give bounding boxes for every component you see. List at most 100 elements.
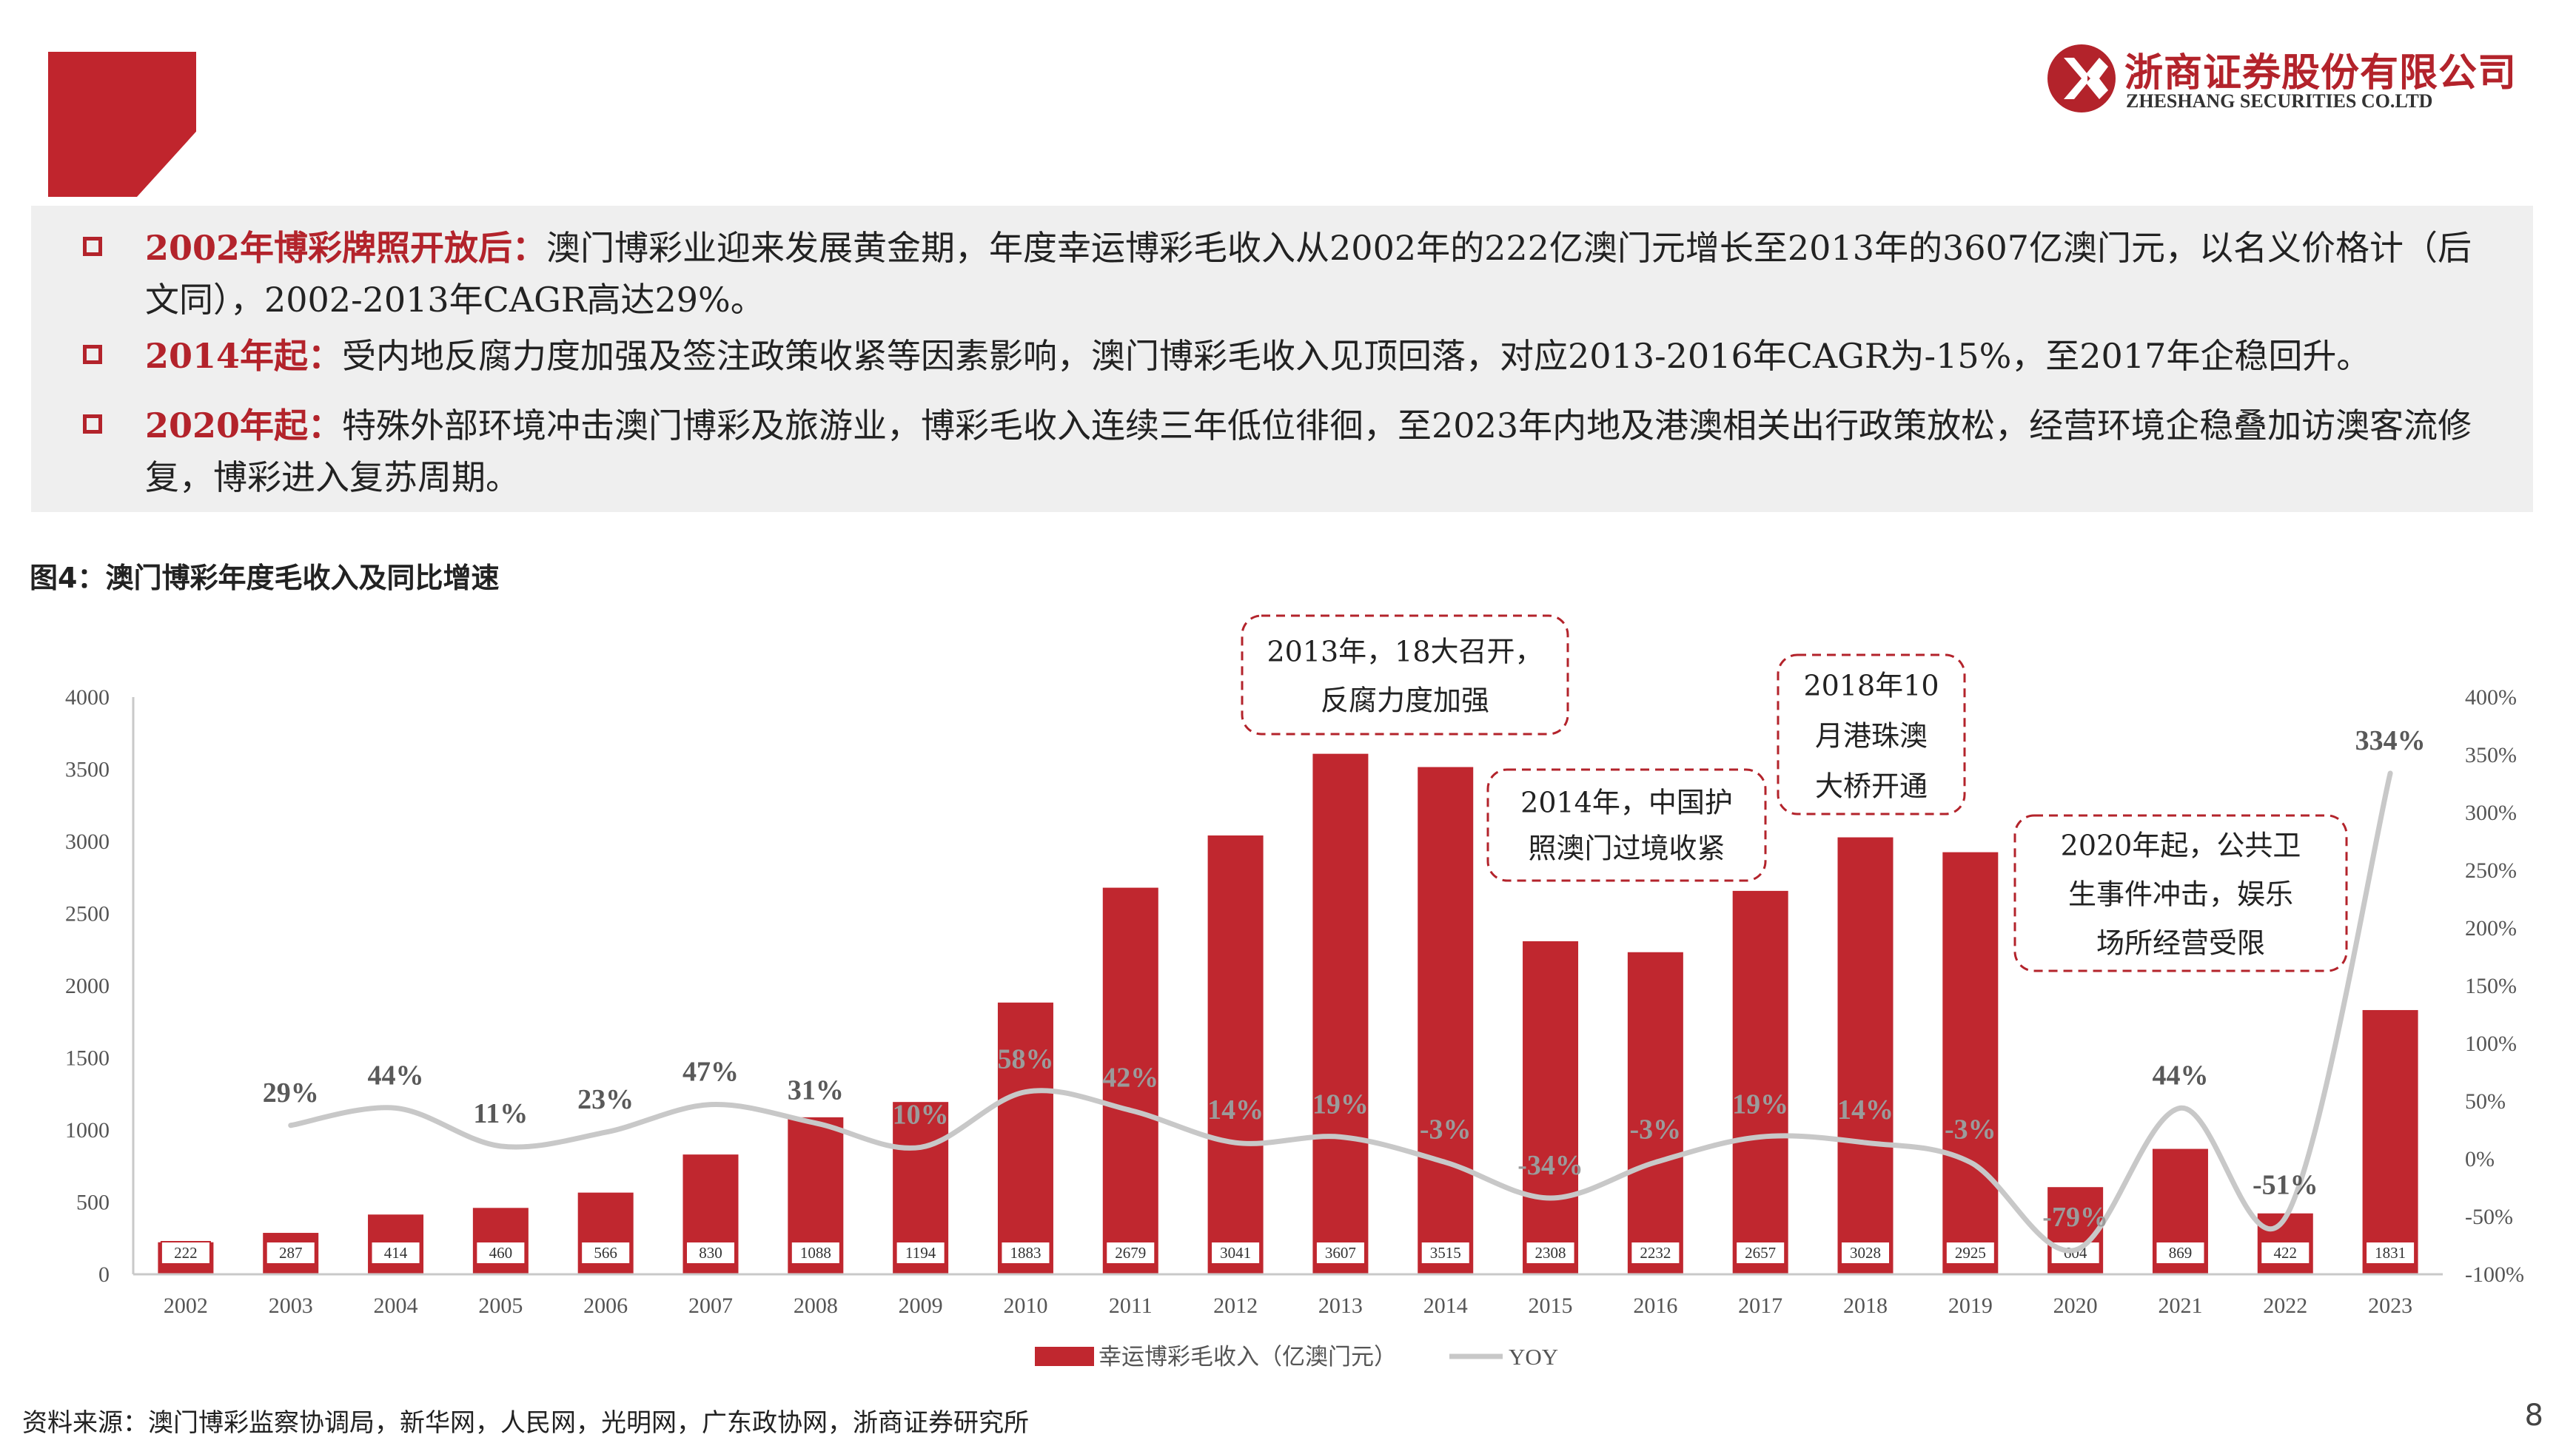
y-right-tick-label: -100% (2465, 1262, 2524, 1287)
revenue-bar (2362, 1009, 2418, 1274)
annotation-text: 2020年起，公共卫 (2061, 830, 2301, 862)
bar-value-box (1210, 1241, 1261, 1265)
bar-value-box (685, 1241, 736, 1265)
bar-value-box (1105, 1241, 1156, 1265)
yoy-data-label: -51% (2253, 1170, 2318, 1201)
y-left-tick-label: 2000 (65, 974, 110, 998)
company-name-cn: 浙商证券股份有限公司 (2124, 51, 2518, 95)
bar-value-box (370, 1241, 421, 1265)
x-tick-label: 2009 (899, 1294, 943, 1318)
x-tick-label: 2018 (1843, 1294, 1888, 1318)
yoy-data-label: 44% (368, 1060, 424, 1091)
yoy-data-label: 31% (788, 1075, 844, 1106)
revenue-bar (1102, 887, 1158, 1274)
legend-bar-swatch (1035, 1347, 1094, 1366)
yoy-data-label: 58% (997, 1044, 1053, 1075)
bar-value-box (790, 1241, 841, 1265)
annotation-box (2013, 814, 2348, 972)
x-tick-label: 2015 (1529, 1294, 1573, 1318)
page-number: 8 (2524, 1399, 2543, 1433)
y-right-tick-label: 150% (2465, 974, 2517, 998)
x-tick-label: 2002 (164, 1294, 208, 1318)
x-tick-label: 2005 (478, 1294, 523, 1318)
bullet-square-icon (83, 414, 102, 434)
yoy-data-label: 11% (473, 1098, 528, 1129)
bar-value-label: 3028 (1850, 1244, 1881, 1262)
summary-bullet: 2020年起：特殊外部环境冲击澳门博彩及旅游业，博彩毛收入连续三年低位徘徊，至2… (56, 400, 2492, 503)
x-tick-label: 2011 (1109, 1294, 1153, 1318)
figure-title: 图4：澳门博彩年度毛收入及同比增速 (30, 562, 500, 594)
annotation-text: 反腐力度加强 (1321, 684, 1489, 717)
annotation-text: 2018年10 (1803, 669, 1939, 702)
yoy-data-label: -79% (2042, 1202, 2108, 1233)
y-right-tick-label: -50% (2465, 1205, 2513, 1229)
bar-value-label: 1831 (2375, 1244, 2406, 1262)
x-tick-label: 2007 (688, 1294, 733, 1318)
annotation-box (1241, 614, 1569, 736)
company-brand: 浙商证券股份有限公司 ZHESHANG SECURITIES CO.LTD (2045, 38, 2518, 120)
y-left-tick-label: 3500 (65, 758, 110, 782)
y-right-tick-label: 200% (2465, 916, 2517, 941)
yoy-data-label: 14% (1837, 1094, 1894, 1126)
bar-value-box (2260, 1241, 2311, 1265)
yoy-line (288, 770, 2393, 1254)
summary-bullet: 2014年起：受内地反腐力度加强及签注政策收紧等因素影响，澳门博彩毛收入见顶回落… (56, 330, 2492, 382)
source-note: 资料来源：澳门博彩监察协调局，新华网，人民网，光明网，广东政协网，浙商证券研究所 (22, 1408, 1029, 1438)
yoy-data-label: 19% (1312, 1089, 1369, 1120)
y-right-tick-label: 400% (2465, 685, 2517, 710)
legend-bar-label: 幸运博彩毛收入（亿澳门元） (1099, 1344, 1397, 1370)
bar-value-box (160, 1241, 211, 1265)
annotation-text: 月港珠澳 (1815, 719, 1928, 752)
y-left-tick-label: 2500 (65, 902, 110, 926)
bar-value-box (1315, 1241, 1366, 1265)
x-tick-label: 2021 (2158, 1294, 2202, 1318)
bar-value-label: 1088 (800, 1244, 831, 1262)
company-name-en: ZHESHANG SECURITIES CO.LTD (2126, 90, 2433, 112)
bar-value-label: 2657 (1745, 1244, 1776, 1262)
bar-value-box (2155, 1241, 2206, 1265)
x-tick-label: 2020 (2053, 1294, 2098, 1318)
annotation-text: 大桥开通 (1815, 770, 1928, 802)
y-right-tick-label: 250% (2465, 858, 2517, 883)
x-tick-label: 2014 (1423, 1294, 1468, 1318)
x-tick-label: 2022 (2263, 1294, 2307, 1318)
bar-value-box (1840, 1241, 1891, 1265)
y-left-tick-label: 0 (98, 1262, 110, 1287)
y-right-tick-label: 350% (2465, 743, 2517, 767)
x-tick-label: 2013 (1318, 1294, 1363, 1318)
x-tick-label: 2008 (794, 1294, 838, 1318)
revenue-bar (1942, 852, 1999, 1274)
bar-value-label: 566 (594, 1244, 617, 1262)
summary-box: 2002年博彩牌照开放后：澳门博彩业迎来发展黄金期，年度幸运博彩毛收入从2002… (31, 206, 2533, 512)
revenue-bar (1312, 753, 1369, 1274)
y-left-tick-label: 1000 (65, 1118, 110, 1143)
x-tick-label: 2023 (2368, 1294, 2412, 1318)
yoy-data-label: 334% (2355, 725, 2426, 756)
bar-value-box (2050, 1241, 2101, 1265)
y-left-tick-label: 4000 (65, 685, 110, 710)
yoy-data-label: -3% (1420, 1114, 1472, 1146)
x-tick-label: 2017 (1738, 1294, 1782, 1318)
annotation-box (1777, 653, 1966, 815)
bar-value-box (1945, 1241, 1996, 1265)
x-tick-label: 2012 (1213, 1294, 1258, 1318)
yoy-data-label: -34% (1517, 1150, 1583, 1181)
bullet-square-icon (83, 345, 102, 364)
annotation-text: 生事件冲击，娱乐 (2068, 878, 2293, 911)
bar-value-label: 1194 (905, 1244, 936, 1262)
revenue-bar (1523, 941, 1579, 1274)
bullet-lead: 2014年起： (145, 336, 343, 376)
yoy-data-label: 47% (682, 1057, 739, 1088)
annotation-text: 照澳门过境收紧 (1528, 832, 1725, 865)
y-right-tick-label: 50% (2465, 1089, 2506, 1114)
bar-value-label: 1883 (1010, 1244, 1041, 1262)
bullet-square-icon (83, 237, 102, 256)
bullet-text: 澳门博彩业迎来发展黄金期，年度幸运博彩毛收入从2002年的222亿澳门元增长至2… (145, 228, 2472, 320)
bar-value-box (1735, 1241, 1786, 1265)
legend-line-label: YOY (1509, 1344, 1558, 1370)
yoy-data-label: -3% (1630, 1114, 1682, 1146)
bar-value-box (1525, 1241, 1576, 1265)
x-tick-label: 2016 (1633, 1294, 1677, 1318)
bar-value-box (2365, 1241, 2416, 1265)
